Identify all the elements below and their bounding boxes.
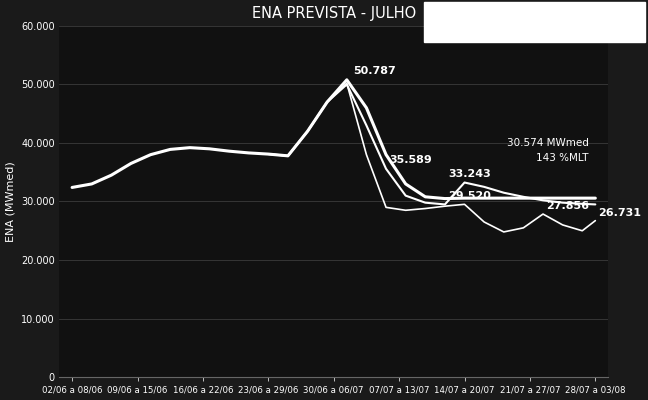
Text: 27.856: 27.856 xyxy=(546,201,589,211)
Text: 50.787: 50.787 xyxy=(353,66,396,76)
Text: 143 %MLT: 143 %MLT xyxy=(537,152,589,162)
Text: 30.574 MWmed: 30.574 MWmed xyxy=(507,138,589,148)
Text: 35.589: 35.589 xyxy=(389,155,432,165)
Y-axis label: ENA (MWmed): ENA (MWmed) xyxy=(6,161,16,242)
Text: 29.520: 29.520 xyxy=(448,191,491,201)
Text: 33.243: 33.243 xyxy=(448,169,491,179)
Title: ENA PREVISTA - JULHO: ENA PREVISTA - JULHO xyxy=(251,6,416,20)
Text: 26.731: 26.731 xyxy=(599,208,642,218)
